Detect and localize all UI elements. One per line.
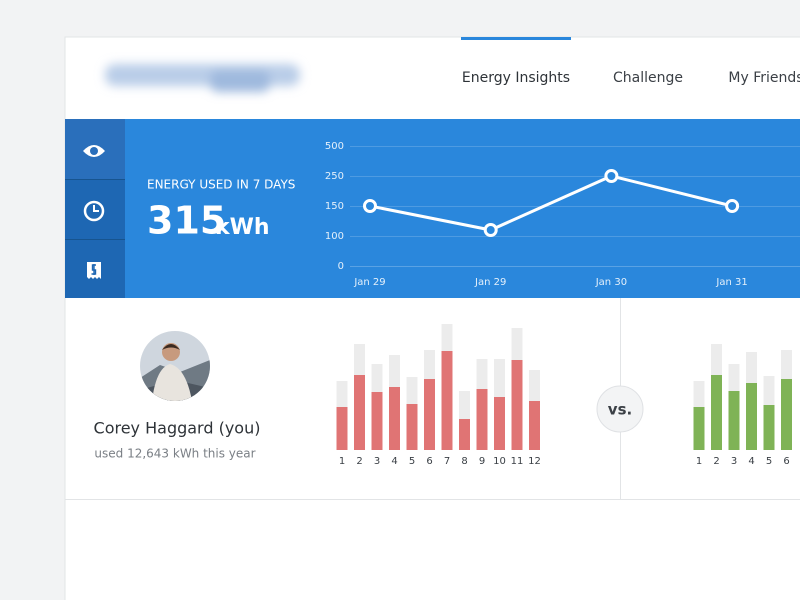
month-label: 3	[374, 456, 380, 467]
month-label: 5	[766, 456, 772, 467]
bar	[406, 404, 418, 450]
month-label: 5	[409, 456, 415, 467]
bar	[476, 389, 488, 450]
month-label: 6	[783, 456, 789, 467]
usage-point	[604, 169, 619, 183]
nav-item[interactable]: My Friends	[728, 70, 800, 86]
month-label: 2	[713, 456, 719, 467]
month-label: 9	[479, 456, 485, 467]
month-label: 1	[339, 456, 345, 467]
clock-icon[interactable]	[83, 200, 105, 222]
bar	[781, 379, 792, 450]
month-label: 12	[528, 456, 541, 467]
y-tick-label: 150	[325, 201, 344, 212]
month-label: 4	[748, 456, 754, 467]
y-tick-label: 100	[325, 231, 344, 242]
nav: Energy Insights Challenge My Friends	[462, 70, 800, 86]
bar	[494, 397, 505, 450]
month-label: 10	[493, 456, 506, 467]
y-tick-label: 500	[325, 141, 344, 152]
bar	[389, 387, 400, 450]
bar	[711, 375, 722, 450]
month-label: 7	[444, 456, 450, 467]
y-tick-label: 250	[325, 171, 344, 182]
bar	[746, 383, 757, 450]
active-tab-indicator	[461, 37, 571, 40]
month-label: 11	[511, 456, 524, 467]
month-label: 4	[391, 456, 397, 467]
month-label: 6	[426, 456, 432, 467]
bar	[529, 401, 540, 450]
bar	[728, 391, 740, 450]
x-tick-label: Jan 30	[595, 277, 627, 288]
bar	[459, 419, 470, 450]
bar	[693, 407, 705, 450]
user-name: Corey Haggard (you)	[94, 419, 261, 438]
user-usage: used 12,643 kWh this year	[94, 447, 255, 461]
x-tick-label: Jan 29	[474, 277, 506, 288]
x-tick-label: Jan 31	[715, 277, 747, 288]
bar	[763, 405, 775, 450]
bar	[336, 407, 348, 450]
usage-line	[369, 174, 733, 232]
bar	[441, 351, 453, 450]
y-tick-label: 0	[338, 261, 344, 272]
month-label: 3	[731, 456, 737, 467]
user-chart: 1 2 3 4 5 6 7 8 9 10 11 12	[336, 324, 541, 467]
bar	[511, 360, 523, 450]
month-label: 2	[356, 456, 362, 467]
usage-point	[483, 223, 498, 237]
summary-unit: kWh	[215, 215, 270, 240]
avatar	[140, 331, 210, 401]
x-tick-label: Jan 29	[353, 277, 385, 288]
month-label: 1	[696, 456, 702, 467]
summary-band	[65, 119, 800, 298]
bar	[424, 379, 435, 450]
usage-chart: 0 100 150 250 500 Jan 29 Jan 29 Jan 30 Jan 31	[325, 141, 800, 288]
bar	[354, 375, 365, 450]
summary-label: ENERGY USED IN 7 DAYS	[147, 178, 295, 192]
usage-point	[363, 199, 377, 213]
summary-value: 315	[147, 199, 226, 243]
logo	[105, 64, 300, 92]
month-label: 8	[461, 456, 467, 467]
eye-icon[interactable]	[83, 145, 105, 157]
nav-item[interactable]: Energy Insights	[462, 70, 570, 86]
versus-badge	[596, 385, 644, 433]
nav-item[interactable]: Challenge	[613, 70, 683, 86]
usage-point	[725, 199, 740, 213]
bill-icon[interactable]	[87, 262, 101, 279]
bar	[371, 392, 383, 450]
versus-label: vs.	[608, 401, 632, 419]
